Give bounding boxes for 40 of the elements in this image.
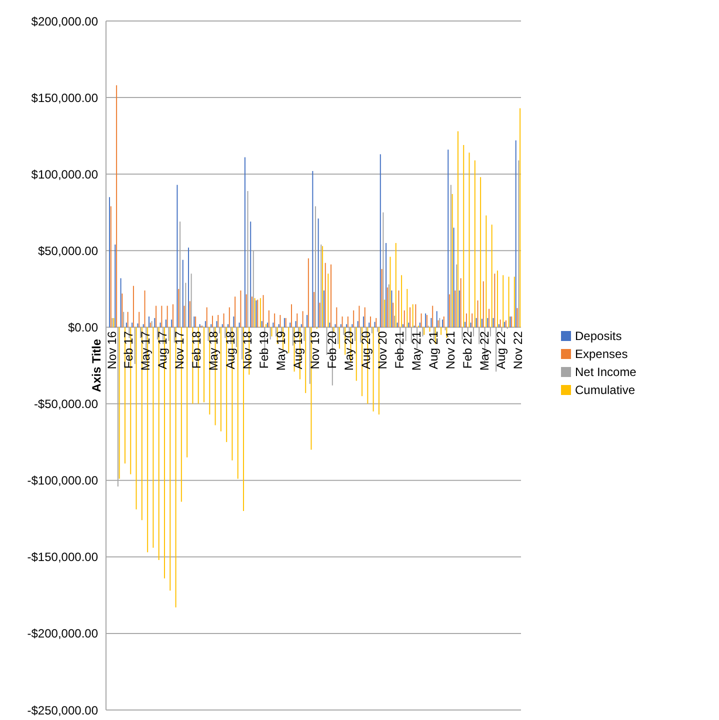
x-tick-label: Aug 19 — [291, 330, 306, 370]
x-tick-label: Nov 21 — [443, 330, 458, 370]
x-tick-label: Nov 22 — [511, 330, 526, 370]
x-tick-label: Nov 20 — [376, 330, 390, 370]
x-tick-label: Feb 19 — [257, 330, 272, 369]
x-tick-label: Nov 17 — [172, 330, 187, 370]
x-tick-label: Nov 19 — [308, 330, 322, 370]
x-tick-label: May 18 — [206, 330, 220, 371]
x-tick-label: May 17 — [138, 330, 153, 371]
x-tick-label: Feb 18 — [189, 330, 204, 369]
y-tick-label: -$100,000.00 — [27, 474, 98, 488]
x-tick-label: May 22 — [477, 330, 492, 371]
x-tick-label: Feb 17 — [122, 330, 136, 369]
x-tick-label: Nov 18 — [240, 330, 254, 370]
x-tick-label: Nov 16 — [104, 330, 119, 370]
y-tick-label: $100,000.00 — [31, 167, 98, 182]
y-axis-title: Axis Title — [89, 338, 104, 392]
y-tick-label: -$50,000.00 — [34, 397, 98, 412]
y-tick-label: $0.00 — [68, 320, 98, 334]
x-tick-label: May 21 — [410, 330, 424, 371]
x-tick-label: Aug 21 — [426, 330, 441, 370]
x-tick-label: Aug 22 — [494, 330, 508, 370]
x-tick-label: Feb 20 — [324, 330, 339, 369]
y-tick-label: -$200,000.00 — [27, 626, 98, 641]
x-tick-label: May 20 — [342, 330, 356, 371]
legend-label: Deposits — [575, 329, 622, 343]
x-tick-label: Feb 21 — [392, 330, 407, 369]
y-tick-label: $200,000.00 — [31, 14, 98, 28]
x-tick-label: Aug 17 — [156, 330, 170, 370]
x-tick-label: May 19 — [274, 330, 288, 371]
x-tick-label: Aug 18 — [223, 330, 238, 370]
y-tick-label: -$250,000.00 — [27, 703, 98, 718]
legend-label: Expenses — [575, 347, 628, 361]
y-tick-label: $150,000.00 — [31, 90, 98, 105]
legend-label: Cumulative — [575, 383, 636, 397]
x-tick-label: Aug 20 — [358, 330, 373, 370]
legend-label: Net Income — [575, 365, 636, 379]
x-tick-label: Feb 22 — [460, 330, 474, 369]
y-tick-label: $50,000.00 — [38, 244, 98, 258]
y-tick-label: -$150,000.00 — [27, 550, 98, 564]
